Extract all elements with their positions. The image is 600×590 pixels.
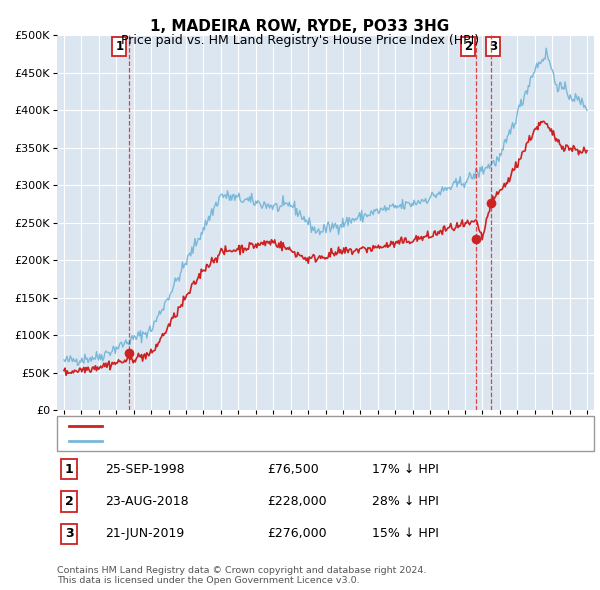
Text: Contains HM Land Registry data © Crown copyright and database right 2024.
This d: Contains HM Land Registry data © Crown c… xyxy=(57,566,427,585)
Text: 1, MADEIRA ROW, RYDE, PO33 3HG: 1, MADEIRA ROW, RYDE, PO33 3HG xyxy=(151,19,449,34)
Text: 1: 1 xyxy=(115,40,124,53)
Text: £76,500: £76,500 xyxy=(267,463,319,476)
Text: £276,000: £276,000 xyxy=(267,527,326,540)
Text: 25-SEP-1998: 25-SEP-1998 xyxy=(105,463,185,476)
Text: £228,000: £228,000 xyxy=(267,495,326,508)
Text: 17% ↓ HPI: 17% ↓ HPI xyxy=(372,463,439,476)
Text: 28% ↓ HPI: 28% ↓ HPI xyxy=(372,495,439,508)
Text: 1, MADEIRA ROW, RYDE, PO33 3HG (detached house): 1, MADEIRA ROW, RYDE, PO33 3HG (detached… xyxy=(111,421,416,431)
Text: 3: 3 xyxy=(489,40,497,53)
Text: 23-AUG-2018: 23-AUG-2018 xyxy=(105,495,188,508)
Text: 1: 1 xyxy=(65,463,73,476)
Text: 2: 2 xyxy=(464,40,473,53)
Text: 2: 2 xyxy=(65,495,73,508)
Text: 21-JUN-2019: 21-JUN-2019 xyxy=(105,527,184,540)
Text: 15% ↓ HPI: 15% ↓ HPI xyxy=(372,527,439,540)
Text: HPI: Average price, detached house, Isle of Wight: HPI: Average price, detached house, Isle… xyxy=(111,437,393,447)
Text: 3: 3 xyxy=(65,527,73,540)
Text: Price paid vs. HM Land Registry's House Price Index (HPI): Price paid vs. HM Land Registry's House … xyxy=(121,34,479,47)
